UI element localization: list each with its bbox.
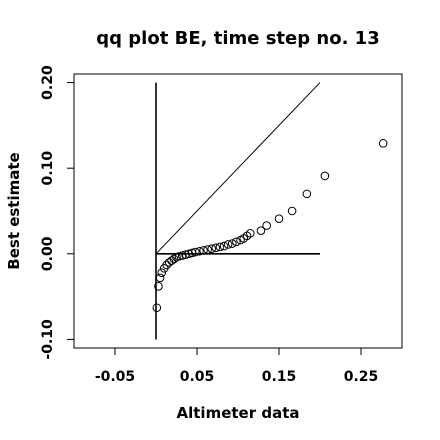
data-point bbox=[154, 282, 163, 291]
data-point bbox=[274, 214, 284, 224]
x-tick-label: -0.05 bbox=[95, 369, 135, 385]
data-point bbox=[232, 237, 241, 247]
data-point bbox=[227, 239, 237, 248]
y-tick-label: 0.10 bbox=[40, 151, 56, 186]
data-point bbox=[302, 189, 312, 199]
x-tick-label: 0.05 bbox=[180, 369, 215, 385]
data-point bbox=[184, 249, 194, 259]
y-tick-label: 0.00 bbox=[40, 236, 56, 271]
data-points bbox=[152, 139, 388, 313]
data-point bbox=[162, 260, 171, 270]
data-point bbox=[174, 252, 184, 261]
plot-frame bbox=[73, 73, 403, 349]
data-point bbox=[191, 247, 200, 257]
data-point bbox=[177, 251, 187, 260]
data-point bbox=[378, 139, 388, 148]
data-point bbox=[211, 243, 221, 253]
y-tick-label: 0.20 bbox=[40, 65, 56, 100]
data-point bbox=[219, 241, 229, 251]
data-point bbox=[215, 242, 225, 252]
data-point bbox=[207, 244, 217, 253]
y-axis: -0.10 0.00 0.10 0.20 bbox=[40, 65, 74, 360]
data-point bbox=[195, 246, 204, 256]
x-tick-label: 0.25 bbox=[344, 369, 379, 385]
data-point bbox=[320, 171, 330, 181]
data-point bbox=[169, 254, 179, 264]
identity-line bbox=[155, 82, 321, 255]
x-tick-label: 0.15 bbox=[262, 369, 297, 385]
x-axis: -0.05 0.05 0.15 0.25 bbox=[95, 348, 378, 385]
data-point bbox=[199, 246, 208, 255]
data-point bbox=[246, 228, 255, 238]
y-axis-label: Best estimate bbox=[5, 152, 23, 269]
data-point bbox=[223, 240, 233, 249]
chart-title: qq plot BE, time step no. 13 bbox=[96, 28, 379, 49]
reference-lines bbox=[155, 82, 321, 340]
data-point bbox=[256, 226, 266, 235]
data-point bbox=[152, 303, 162, 313]
data-point bbox=[181, 250, 190, 259]
data-point bbox=[262, 221, 272, 230]
data-point bbox=[287, 206, 297, 216]
data-point bbox=[157, 268, 167, 277]
x-axis-label: Altimeter data bbox=[177, 404, 300, 422]
y-tick-label: -0.10 bbox=[40, 319, 56, 360]
data-point bbox=[155, 273, 165, 283]
data-point bbox=[203, 245, 212, 254]
